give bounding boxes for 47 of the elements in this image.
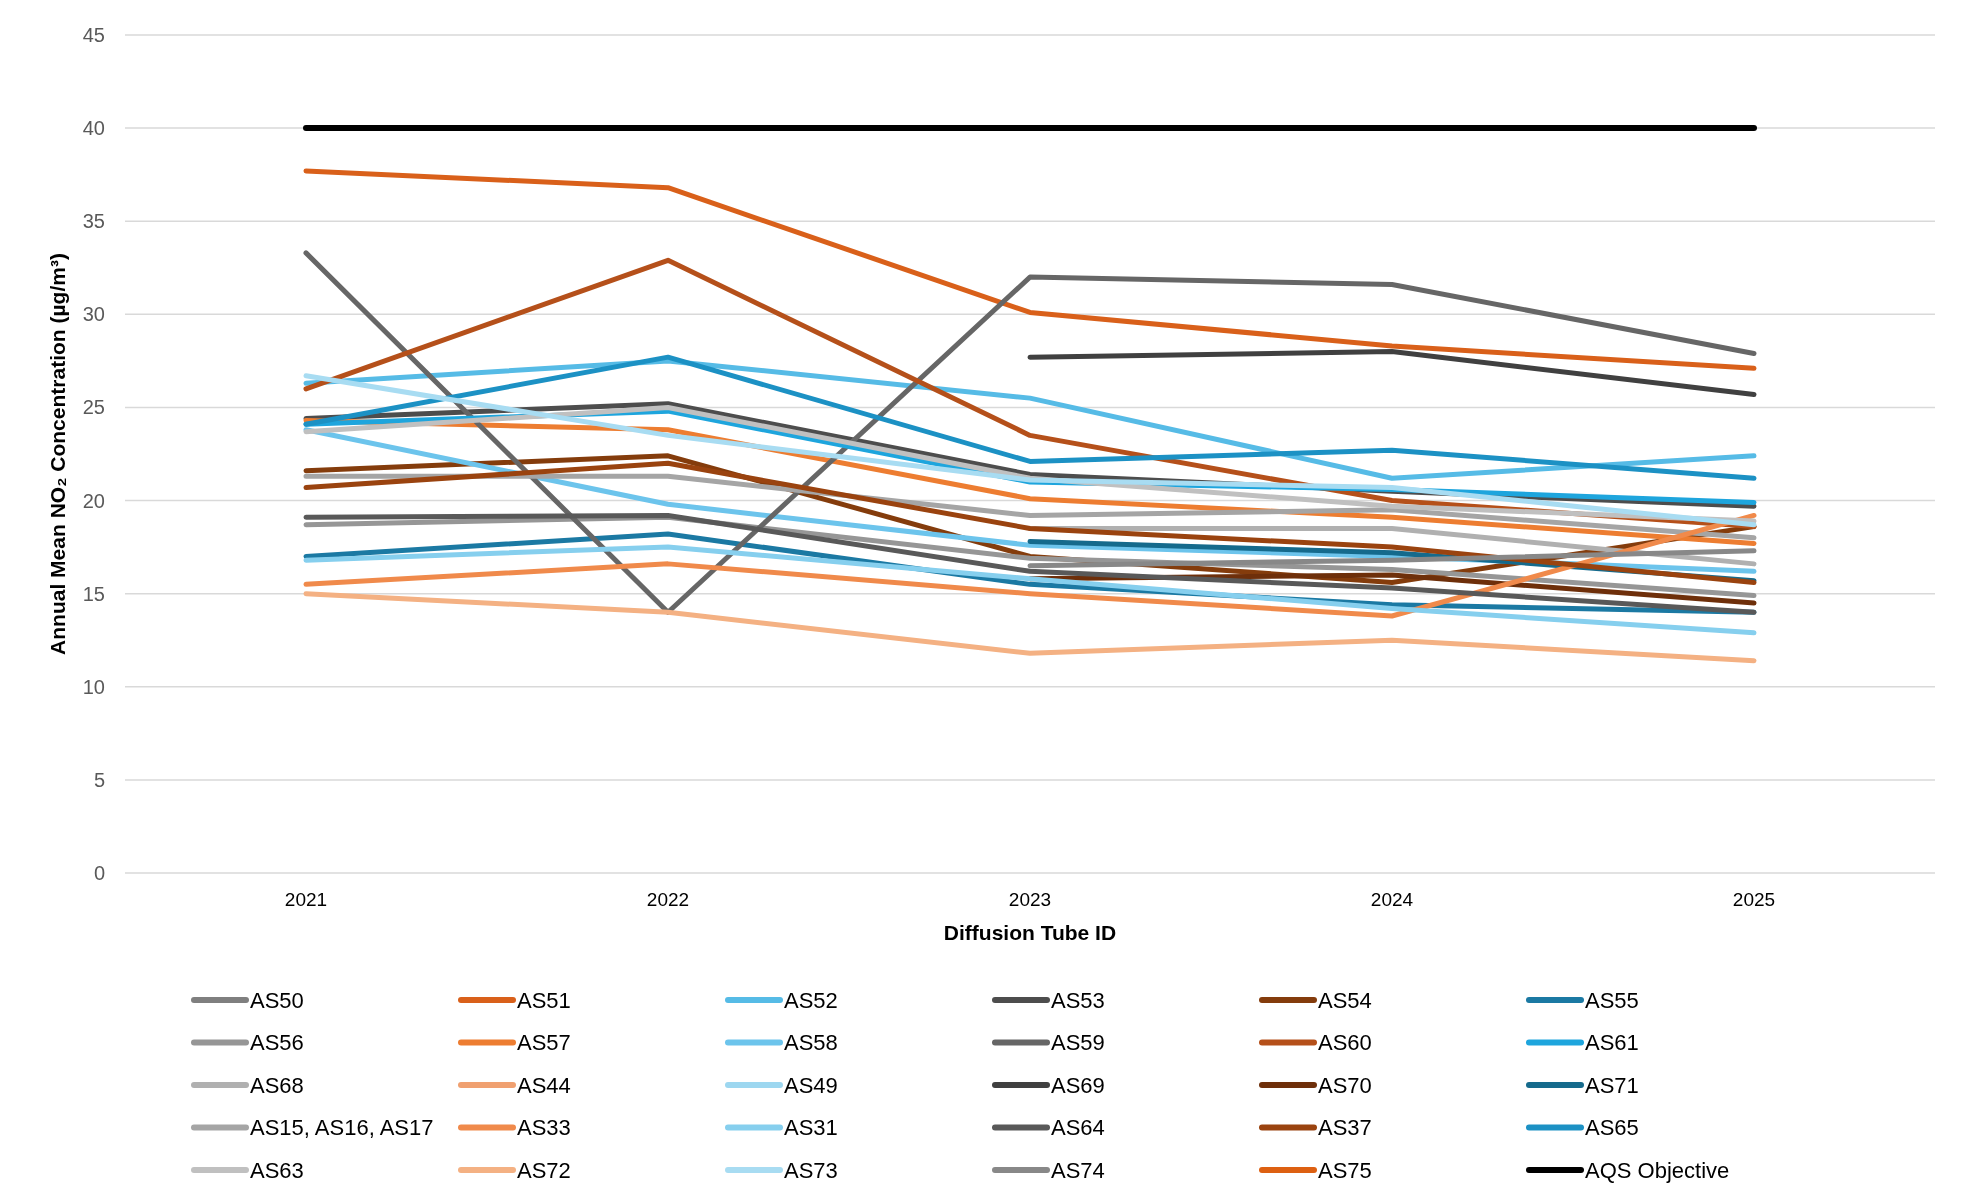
legend-label: AS65	[1585, 1115, 1639, 1141]
y-tick-label: 10	[82, 675, 105, 698]
legend-label: AS68	[250, 1072, 304, 1098]
y-tick-label: 35	[82, 210, 105, 233]
legend-label: AS51	[517, 987, 571, 1013]
x-tick-label: 2022	[646, 888, 690, 910]
x-tick-label: 2025	[1732, 888, 1776, 910]
legend-label: AS56	[250, 1030, 304, 1056]
x-tick-label: 2024	[1370, 888, 1414, 910]
y-tick-label: 0	[93, 862, 105, 884]
legend-label: AS71	[1585, 1072, 1639, 1098]
y-tick-label: 30	[82, 303, 105, 326]
legend-label: AS63	[250, 1157, 304, 1183]
legend-label: AS58	[784, 1030, 838, 1056]
legend-label: AS15, AS16, AS17	[250, 1115, 434, 1141]
y-tick-label: 40	[82, 117, 105, 140]
legend-label: AS54	[1318, 987, 1372, 1013]
legend-label: AS72	[517, 1157, 571, 1183]
legend-label: AS49	[784, 1072, 838, 1098]
legend-label: AS33	[517, 1115, 571, 1141]
legend-label: AS69	[1051, 1072, 1105, 1098]
legend-label: AS61	[1585, 1030, 1639, 1056]
y-tick-label: 25	[82, 396, 105, 419]
y-tick-label: 15	[82, 582, 105, 605]
y-tick-label: 45	[82, 24, 105, 46]
legend-label: AQS Objective	[1585, 1157, 1730, 1183]
x-axis-title: Diffusion Tube ID	[943, 921, 1117, 945]
y-axis-title: Annual Mean NO₂ Concentration (µg/m³)	[46, 253, 70, 655]
y-tick-label: 5	[93, 768, 105, 791]
legend-label: AS55	[1585, 987, 1639, 1013]
legend-label: AS73	[784, 1157, 838, 1183]
legend-label: AS37	[1318, 1115, 1372, 1141]
legend-label: AS70	[1318, 1072, 1372, 1098]
legend-label: AS75	[1318, 1157, 1372, 1183]
legend-label: AS53	[1051, 987, 1105, 1013]
legend-label: AS64	[1051, 1115, 1105, 1141]
legend-label: AS50	[250, 987, 304, 1013]
legend-label: AS52	[784, 987, 838, 1013]
legend-label: AS74	[1051, 1157, 1105, 1183]
y-tick-label: 20	[82, 489, 105, 512]
legend-label: AS31	[784, 1115, 838, 1141]
legend-label: AS57	[517, 1030, 571, 1056]
legend-label: AS59	[1051, 1030, 1105, 1056]
x-tick-label: 2021	[284, 888, 328, 910]
legend-label: AS44	[517, 1072, 571, 1098]
x-tick-label: 2023	[1008, 888, 1052, 910]
legend-label: AS60	[1318, 1030, 1372, 1056]
